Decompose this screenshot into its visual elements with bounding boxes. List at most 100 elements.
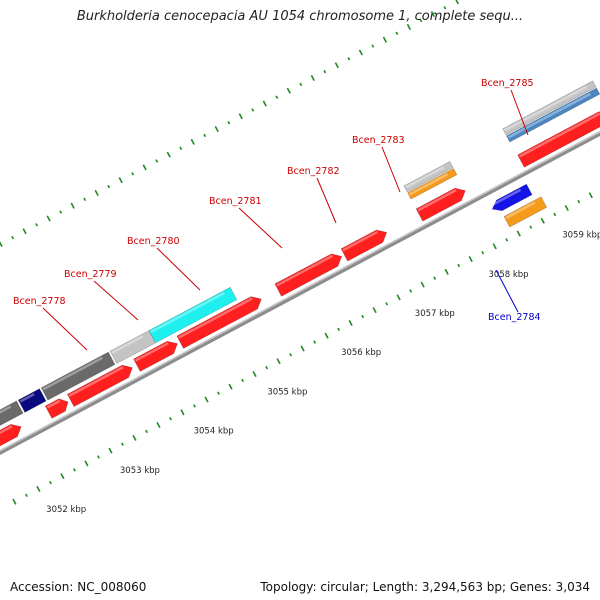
outer-tick [227, 121, 231, 125]
topology-summary: Topology: circular; Length: 3,294,563 bp… [260, 580, 590, 594]
inner-tick [481, 250, 485, 255]
outer-tick [46, 215, 51, 222]
feature-navy [17, 388, 47, 413]
feature-gray-upper-shine [405, 166, 445, 189]
gene-label: Bcen_2780 [127, 236, 180, 247]
gene-label-leader [510, 89, 529, 136]
inner-tick [457, 263, 461, 268]
gene-label: Bcen_2779 [64, 269, 117, 280]
kbp-label: 3058 kbp [489, 270, 529, 280]
cds-red-2-shine [68, 366, 124, 397]
inner-tick [265, 365, 268, 370]
cds-red-4 [176, 296, 262, 349]
outer-tick [310, 74, 315, 82]
inner-tick [228, 383, 233, 390]
inner-tick [372, 307, 377, 314]
cds-red-7 [415, 187, 466, 222]
feature-orange-upper-shine [409, 173, 449, 196]
gene-label-leader [495, 269, 519, 313]
inner-tick [25, 493, 28, 498]
cds-red-6 [340, 229, 388, 262]
feature-gray-top [502, 80, 597, 136]
feature-orange-reverse [503, 196, 548, 228]
cds-red-8-shine [519, 112, 600, 158]
inner-tick [529, 225, 533, 229]
gene-label: Bcen_2778 [13, 296, 66, 307]
kbp-label: 3059 kbp [562, 231, 600, 241]
kbp-label: 3056 kbp [341, 348, 381, 358]
inner-tick [60, 473, 65, 480]
outer-tick [323, 69, 327, 74]
cds-red-1-shine [46, 399, 61, 409]
feature-gray-upper [403, 161, 454, 193]
inner-tick [553, 212, 557, 217]
cds-red-4-shine [178, 297, 253, 339]
inner-tick [73, 468, 76, 472]
gene-label-leader [156, 247, 201, 291]
track-group [0, 0, 600, 505]
cds-red-0 [0, 423, 22, 458]
kbp-label: 3055 kbp [267, 387, 307, 397]
inner-tick [145, 429, 148, 434]
inner-tick [49, 480, 52, 485]
outer-tick [443, 6, 447, 10]
outer-tick [83, 197, 87, 202]
gene-label-leader [93, 280, 139, 321]
feature-blue-reverse-shine [490, 188, 522, 207]
inner-tick [121, 442, 124, 446]
inner-tick [409, 289, 413, 293]
outer-tick [179, 146, 183, 150]
outer-tick [118, 177, 123, 184]
inner-tick [12, 498, 17, 505]
feature-navy-shine [19, 392, 35, 403]
inner-tick [217, 391, 220, 395]
inner-tick [505, 238, 509, 242]
feature-steel-blue-shine [507, 92, 592, 139]
inner-tick [300, 345, 305, 352]
inner-tick [241, 378, 244, 383]
inner-tick [468, 256, 473, 263]
feature-dark-gray-2 [40, 351, 116, 401]
inner-tick [156, 422, 161, 429]
outer-tick [203, 133, 207, 138]
outer-tick [70, 202, 75, 209]
inner-tick [313, 340, 317, 344]
cds-red-5 [274, 253, 343, 297]
inner-tick [337, 327, 341, 332]
inner-tick [361, 314, 365, 319]
outer-tick [430, 11, 436, 18]
inner-tick [348, 319, 353, 326]
outer-tick [214, 126, 219, 133]
gene-label-leader [238, 207, 283, 249]
gene-label: Bcen_2782 [287, 166, 340, 177]
outer-tick [35, 223, 39, 227]
outer-tick [358, 49, 363, 56]
inner-tick [193, 404, 196, 408]
outer-tick [107, 184, 111, 189]
outer-tick [275, 95, 279, 99]
kbp-label: 3052 kbp [46, 505, 86, 515]
cds-red-5-shine [276, 254, 334, 287]
outer-tick [395, 31, 399, 36]
cds-red-8 [517, 111, 600, 168]
outer-tick [299, 82, 303, 87]
cds-red-0-shine [0, 425, 13, 448]
inner-tick [577, 199, 581, 204]
gene-label: Bcen_2784 [488, 312, 541, 323]
inner-tick [433, 276, 437, 280]
outer-tick [419, 18, 423, 23]
outer-tick [11, 235, 15, 240]
inner-tick [289, 353, 293, 357]
accession-text: Accession: NC_008060 [10, 580, 147, 594]
outer-tick [454, 0, 460, 5]
kbp-label: 3057 kbp [415, 309, 455, 319]
outer-tick [238, 113, 243, 120]
inner-tick [180, 409, 185, 416]
backbone-line [0, 103, 600, 474]
gene-label: Bcen_2783 [352, 135, 405, 146]
inner-tick [252, 370, 257, 378]
outer-tick [371, 44, 375, 48]
inner-tick [97, 455, 100, 459]
